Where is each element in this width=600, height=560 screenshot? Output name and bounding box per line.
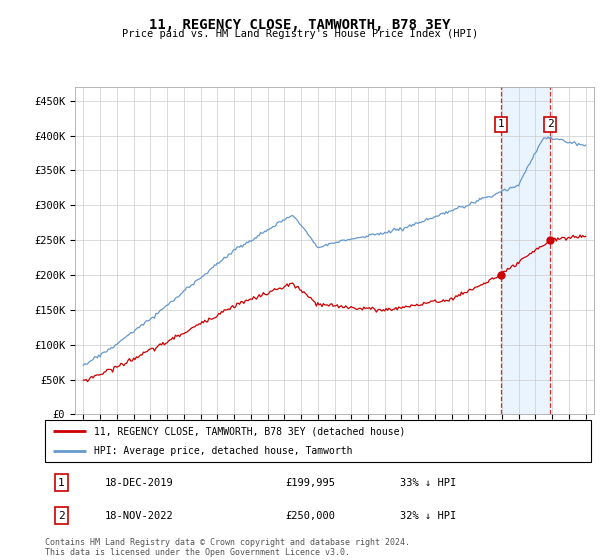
Text: 11, REGENCY CLOSE, TAMWORTH, B78 3EY (detached house): 11, REGENCY CLOSE, TAMWORTH, B78 3EY (de… — [94, 426, 406, 436]
Text: Contains HM Land Registry data © Crown copyright and database right 2024.
This d: Contains HM Land Registry data © Crown c… — [45, 538, 410, 557]
FancyBboxPatch shape — [45, 420, 591, 462]
Text: 32% ↓ HPI: 32% ↓ HPI — [400, 511, 456, 521]
Text: 1: 1 — [498, 119, 505, 129]
Text: 2: 2 — [58, 511, 65, 521]
Text: 18-DEC-2019: 18-DEC-2019 — [105, 478, 174, 488]
Text: £199,995: £199,995 — [285, 478, 335, 488]
Text: 33% ↓ HPI: 33% ↓ HPI — [400, 478, 456, 488]
Text: 18-NOV-2022: 18-NOV-2022 — [105, 511, 174, 521]
Text: HPI: Average price, detached house, Tamworth: HPI: Average price, detached house, Tamw… — [94, 446, 353, 456]
Bar — [501, 87, 550, 414]
Text: £250,000: £250,000 — [285, 511, 335, 521]
Text: 1: 1 — [58, 478, 65, 488]
Text: 11, REGENCY CLOSE, TAMWORTH, B78 3EY: 11, REGENCY CLOSE, TAMWORTH, B78 3EY — [149, 18, 451, 32]
Text: Price paid vs. HM Land Registry's House Price Index (HPI): Price paid vs. HM Land Registry's House … — [122, 29, 478, 39]
Text: 2: 2 — [547, 119, 554, 129]
